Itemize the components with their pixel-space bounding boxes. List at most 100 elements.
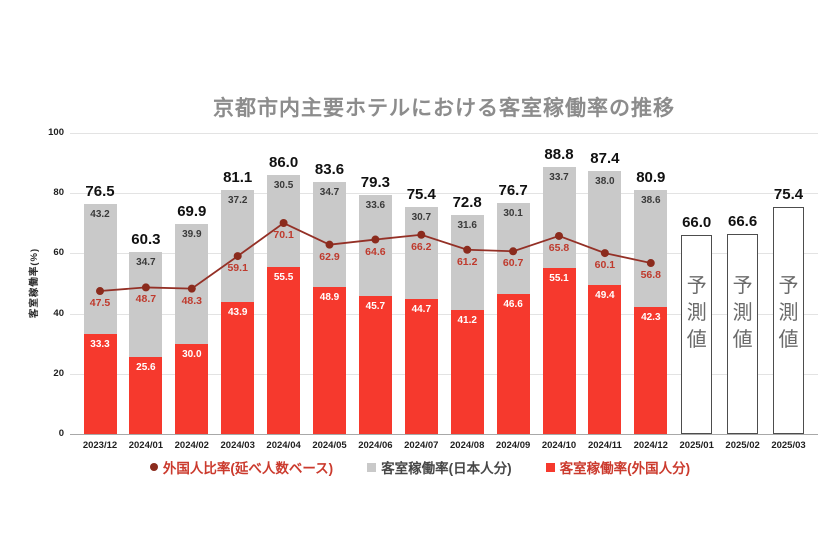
total-value-label: 66.0 [682, 214, 712, 232]
x-axis-label: 2024/03 [220, 440, 255, 451]
chart-title: 京都市内主要ホテルにおける客室稼働率の推移 [213, 97, 675, 120]
total-value-label: 80.9 [636, 169, 666, 187]
legend-item-foreign-ratio: 外国人比率(延べ人数ベース) [149, 457, 334, 477]
line-value-label: 59.1 [227, 262, 248, 275]
y-axis-title: 客室稼働率(%) [29, 247, 40, 319]
bar-segment-foreign [221, 301, 255, 434]
total-value-label: 88.8 [544, 145, 574, 163]
bar-segment-japanese [634, 190, 668, 307]
foreign-segment-value: 44.7 [411, 304, 432, 316]
line-value-label: 62.9 [319, 250, 340, 263]
gridline [70, 253, 818, 255]
x-axis-label: 2024/05 [312, 440, 347, 451]
bar-segment-japanese [175, 223, 209, 344]
bar-segment-foreign [496, 293, 530, 434]
total-value-label: 60.3 [131, 231, 161, 249]
x-axis-label: 2023/12 [82, 440, 118, 451]
bar-segment-foreign [267, 266, 301, 434]
bar-segment-foreign [175, 343, 209, 434]
foreign-segment-value: 46.6 [503, 298, 523, 310]
total-value-label: 72.8 [452, 193, 482, 211]
y-tick-label: 80 [53, 187, 64, 199]
line-data-point [509, 247, 518, 256]
line-data-point [600, 249, 609, 258]
bar-segment-japanese [358, 195, 392, 297]
forecast-bar [681, 235, 713, 434]
line-data-point [417, 230, 426, 239]
plot-area: 0 20 40 60 80 100 2023/12 76.5 33.3 43.2 2024/01 60… [48, 128, 818, 451]
gridline [70, 193, 818, 195]
total-value-label: 69.9 [177, 202, 207, 220]
japanese-segment-value: 34.7 [136, 257, 156, 269]
japanese-segment-value: 30.1 [503, 208, 523, 220]
japanese-segment-value: 33.7 [549, 171, 569, 183]
x-axis-label: 2025/03 [771, 440, 806, 451]
bar-segment-japanese [83, 203, 117, 334]
total-value-label: 66.6 [727, 212, 758, 230]
foreign-segment-value: 41.2 [457, 314, 477, 326]
total-value-label: 86.0 [268, 154, 299, 172]
line-value-label: 70.1 [273, 228, 294, 241]
foreign-segment-value: 25.6 [136, 361, 156, 373]
total-value-label: 76.5 [85, 182, 115, 200]
total-value-label: 76.7 [498, 182, 528, 200]
line-value-label: 61.2 [456, 255, 478, 268]
line-value-label: 47.5 [89, 297, 111, 310]
x-axis-label: 2024/09 [495, 440, 531, 451]
line-value-label: 66.2 [411, 240, 432, 253]
japanese-segment-value: 37.2 [227, 194, 248, 206]
bar-segment-foreign [358, 296, 392, 434]
line-data-point [141, 283, 150, 292]
line-value-label: 60.1 [594, 259, 616, 272]
x-axis-label: 2025/02 [725, 440, 760, 451]
foreign-segment-value: 49.4 [595, 290, 615, 302]
forecast-bar [727, 233, 759, 434]
chart-legend: 外国人比率(延べ人数ベース) 客室稼働率(日本人分) 客室稼働率(外国人分) [0, 457, 840, 477]
foreign-segment-value: 43.9 [227, 306, 248, 318]
line-data-point [233, 252, 242, 261]
forecast-vertical-label: 予測値 [778, 275, 799, 351]
line-value-label: 60.7 [502, 257, 524, 270]
line-value-label: 48.7 [135, 293, 157, 306]
foreign-segment-value: 42.3 [641, 311, 661, 323]
bar-segment-foreign [542, 268, 576, 434]
japanese-segment-value: 39.9 [182, 228, 202, 240]
line-data-point [463, 245, 472, 254]
japanese-segment-value: 34.7 [319, 187, 340, 199]
y-tick-label: 40 [53, 307, 64, 319]
bar-segment-japanese [588, 170, 622, 286]
x-axis-label: 2024/01 [128, 440, 164, 451]
bar-segment-foreign [450, 309, 484, 434]
legend-item-occupancy-foreign: 客室稼働率(外国人分) [545, 457, 690, 477]
japanese-segment-value: 33.6 [365, 200, 386, 212]
line-data-point [187, 284, 196, 293]
bar-segment-japanese [450, 214, 484, 310]
x-axis-label: 2025/01 [679, 440, 714, 451]
bar-segment-japanese [129, 252, 163, 357]
japanese-segment-value: 38.0 [595, 175, 615, 187]
x-axis-label: 2024/04 [266, 440, 301, 451]
forecast-bar [773, 207, 804, 434]
line-data-point [96, 287, 104, 296]
bar-segment-foreign [588, 285, 622, 434]
line-value-label: 64.6 [365, 245, 386, 258]
bar-segment-foreign [83, 333, 117, 434]
legend-label: 外国人比率(延べ人数ベース) [162, 461, 334, 476]
total-value-label: 75.4 [406, 186, 436, 204]
gridline [70, 313, 818, 315]
x-axis-label: 2024/12 [633, 440, 668, 451]
foreign-segment-value: 55.5 [273, 271, 294, 283]
line-data-point [646, 259, 655, 268]
forecast-vertical-label: 予測値 [732, 275, 753, 351]
line-data-point [279, 218, 288, 227]
japanese-segment-value: 38.6 [641, 195, 661, 207]
line-value-label: 65.8 [548, 241, 570, 254]
total-value-label: 75.4 [773, 186, 804, 204]
line-data-point [371, 235, 380, 244]
legend-square-marker-icon [367, 462, 377, 472]
total-value-label: 87.4 [590, 149, 620, 167]
foreign-segment-value: 48.9 [319, 291, 340, 303]
forecast-vertical-label: 予測値 [686, 275, 707, 351]
y-tick-label: 60 [53, 247, 64, 259]
